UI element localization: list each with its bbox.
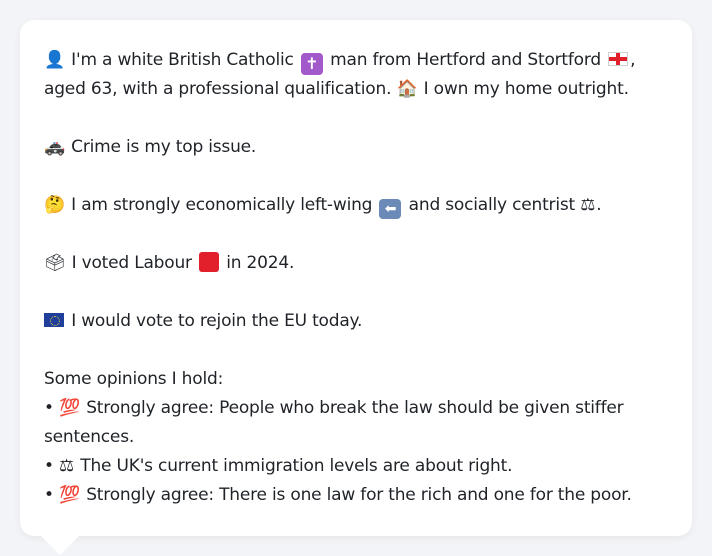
police-car-icon: 🚓 bbox=[44, 137, 65, 157]
ideology-line: 🤔 I am strongly economically left-wing ⬅… bbox=[44, 191, 668, 220]
scales-icon: ⚖ bbox=[59, 456, 75, 476]
eu-line: I would vote to rejoin the EU today. bbox=[44, 307, 668, 336]
bullet: • bbox=[44, 485, 54, 505]
vote-line: 🗳 I voted Labour in 2024. bbox=[44, 249, 668, 278]
opinion-text: The UK's current immigration levels are … bbox=[75, 456, 513, 476]
opinion-text: Strongly agree: There is one law for the… bbox=[81, 485, 632, 505]
england-flag-icon bbox=[608, 52, 629, 66]
identity-text-1: I'm a white British Catholic bbox=[65, 50, 299, 70]
bullet: • bbox=[44, 398, 54, 418]
vote-text-1: I voted Labour bbox=[66, 253, 198, 273]
left-arrow-icon: ⬅ bbox=[379, 199, 402, 219]
identity-text-2: man from Hertford and Stortford bbox=[324, 50, 607, 70]
identity-text-3: , aged 63, with a professional qualifica… bbox=[44, 50, 636, 99]
ideology-text-2: and socially centrist bbox=[403, 195, 581, 215]
bullet: • bbox=[44, 456, 54, 476]
person-icon: 👤 bbox=[44, 50, 65, 70]
scales-icon: ⚖ bbox=[580, 195, 596, 215]
thinking-face-icon: 🤔 bbox=[44, 195, 65, 215]
top-issue-text: Crime is my top issue. bbox=[65, 137, 257, 157]
eu-flag-icon bbox=[44, 313, 64, 327]
opinion-item: • 💯 Strongly agree: There is one law for… bbox=[44, 481, 668, 510]
cross-icon: ✝ bbox=[300, 53, 323, 75]
opinion-text: Strongly agree: People who break the law… bbox=[44, 398, 624, 447]
top-issue-line: 🚓 Crime is my top issue. bbox=[44, 133, 668, 162]
ideology-text-3: . bbox=[596, 195, 602, 215]
hundred-points-icon: 💯 bbox=[59, 398, 81, 418]
red-square-icon bbox=[199, 252, 220, 272]
opinion-item: • ⚖ The UK's current immigration levels … bbox=[44, 452, 668, 481]
hundred-points-icon: 💯 bbox=[59, 485, 81, 505]
speech-bubble-tail bbox=[40, 535, 80, 555]
ideology-text-1: I am strongly economically left-wing bbox=[65, 195, 378, 215]
eu-text: I would vote to rejoin the EU today. bbox=[66, 311, 363, 331]
opinions-heading: Some opinions I hold: bbox=[44, 369, 224, 389]
ballot-box-icon: 🗳 bbox=[44, 253, 66, 273]
identity-line: 👤 I'm a white British Catholic ✝ man fro… bbox=[44, 46, 668, 104]
persona-card: 👤 I'm a white British Catholic ✝ man fro… bbox=[20, 20, 692, 536]
identity-text-4: I own my home outright. bbox=[418, 79, 629, 99]
vote-text-2: in 2024. bbox=[221, 253, 295, 273]
opinion-item: • 💯 Strongly agree: People who break the… bbox=[44, 394, 668, 452]
house-icon: 🏠 bbox=[396, 79, 418, 99]
